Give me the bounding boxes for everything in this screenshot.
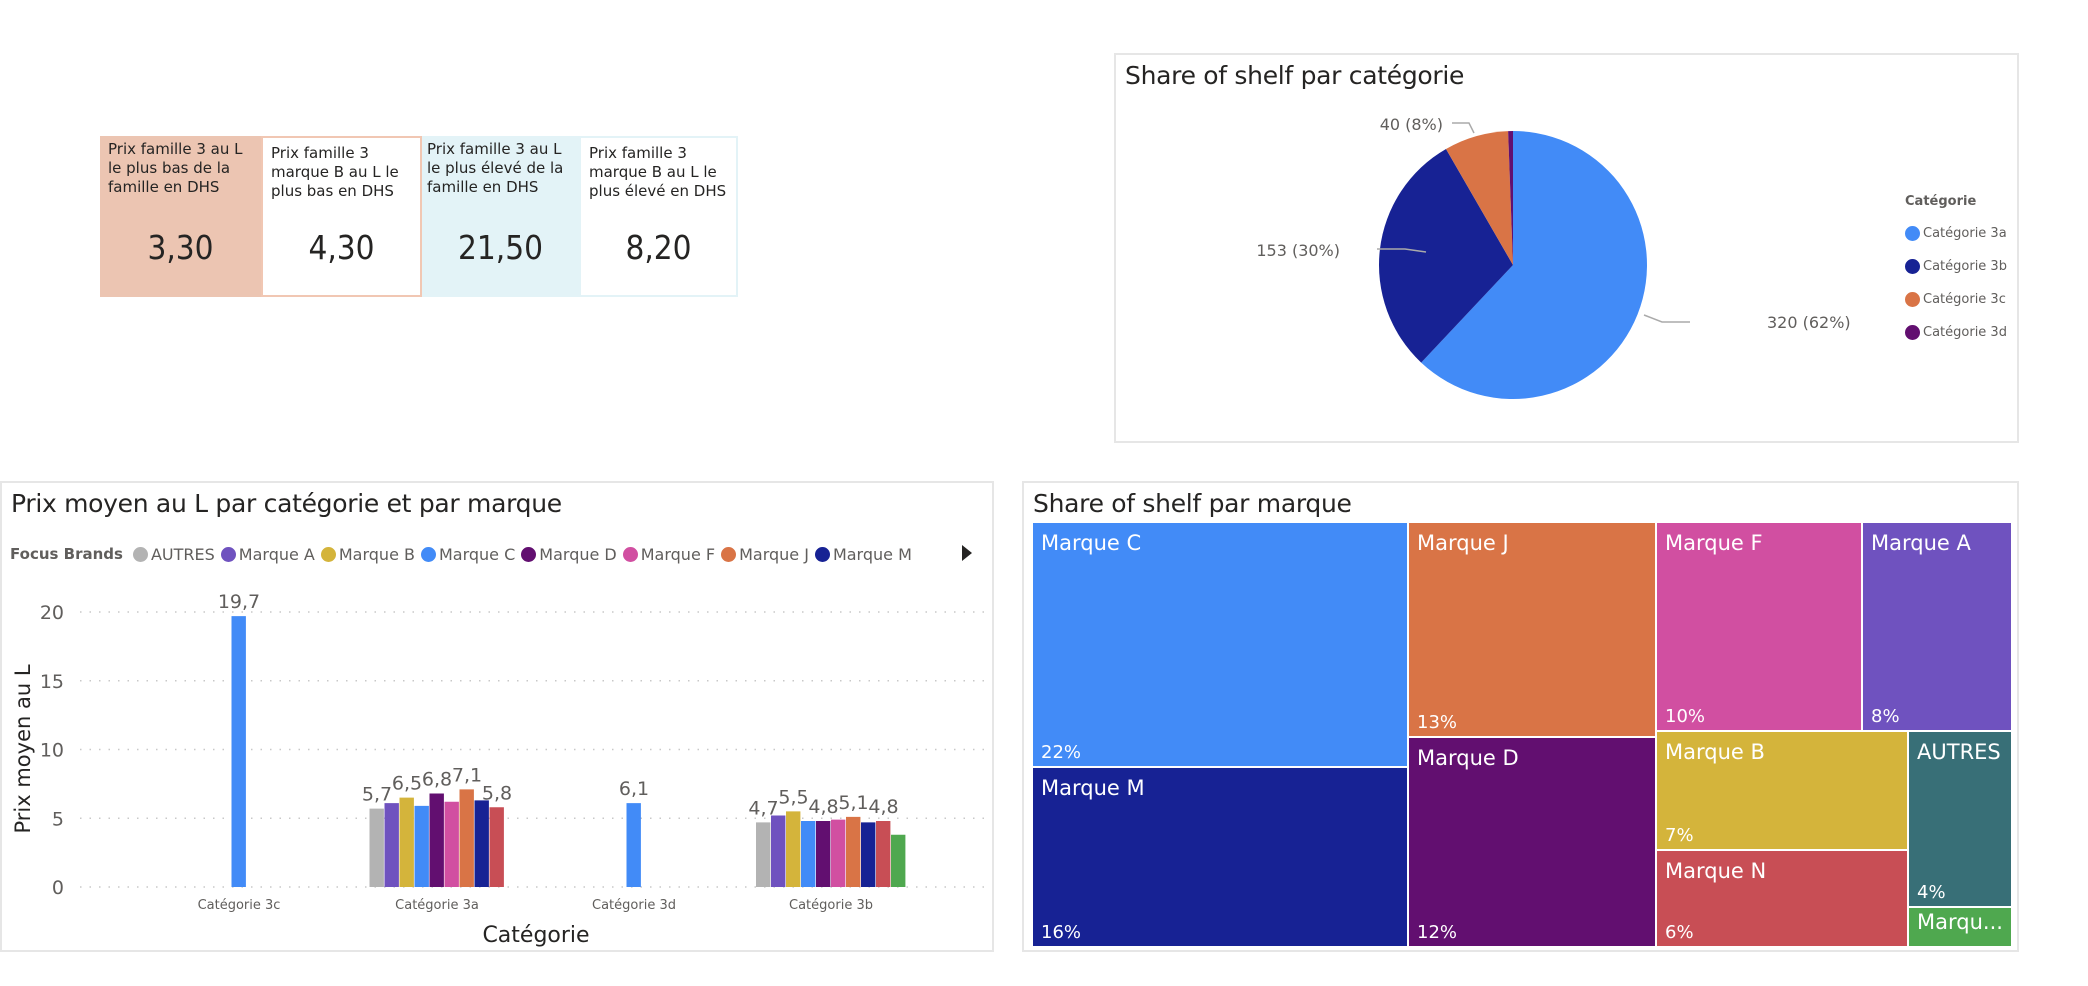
treemap-tile-name: Marque J: [1417, 531, 1509, 555]
legend-item[interactable]: AUTRES: [132, 544, 215, 564]
treemap-tile-name: Marque N: [1665, 859, 1767, 883]
legend-item[interactable]: Marque C: [420, 544, 516, 564]
legend-dot-icon: [1905, 226, 1920, 241]
treemap-tile[interactable]: Marque A 8%: [1863, 523, 2011, 730]
legend-dot-icon: [721, 546, 737, 562]
legend-item[interactable]: Marque J: [721, 545, 809, 564]
bar-chart-panel[interactable]: Prix moyen au L par catégorie et par mar…: [0, 481, 994, 952]
legend-label: Catégorie 3b: [1923, 259, 2007, 274]
legend-dot-icon: [1905, 259, 1920, 274]
bar-legend: Focus Brands AUTRES Marque A Marque B Marqu…: [10, 542, 918, 566]
pie-legend-item[interactable]: Catégorie 3a: [1905, 217, 2007, 250]
treemap-tile-percent: 22%: [1041, 742, 1082, 763]
kpi-value: 21,50: [458, 228, 543, 267]
legend-next-button[interactable]: [962, 545, 972, 561]
kpi-card: Prix famille 3 au L le plus élevé de la …: [422, 136, 579, 297]
legend-label: Marque F: [640, 544, 716, 564]
treemap-tile-name: Marque D: [1417, 746, 1519, 770]
treemap-tile[interactable]: AUTRES 4%: [1909, 732, 2011, 906]
kpi-card: Prix famille 3 marque B au L le plus bas…: [261, 136, 422, 297]
legend-label: Marque M: [832, 544, 912, 564]
treemap-tile-name: Marque M: [1041, 776, 1145, 800]
treemap-title: Share of shelf par marque: [1033, 489, 1352, 518]
kpi-label: Prix famille 3 marque B au L le plus bas…: [271, 144, 399, 200]
treemap-tile-percent: 7%: [1665, 825, 1694, 846]
treemap-tile-name: Marque B: [1665, 740, 1765, 764]
treemap-tile[interactable]: Marque M 16%: [1033, 768, 1407, 946]
pie-chart-title: Share of shelf par catégorie: [1125, 61, 1465, 90]
legend-dot-icon: [1905, 292, 1920, 307]
treemap-tile[interactable]: Marque B 7%: [1657, 732, 1907, 849]
treemap-tile-name: AUTRES: [1917, 740, 2001, 764]
legend-dot-icon: [1905, 325, 1920, 340]
legend-dot-icon: [320, 546, 336, 562]
pie-legend-item[interactable]: Catégorie 3b: [1905, 250, 2007, 283]
treemap-tile-percent: 6%: [1665, 922, 1694, 943]
kpi-card: Prix famille 3 marque B au L le plus éle…: [579, 136, 738, 297]
legend-dot-icon: [220, 546, 236, 562]
treemap-tile-percent: 4%: [1917, 882, 1946, 903]
treemap-tile-name: Marque C: [1041, 531, 1142, 555]
treemap-tile[interactable]: Marque F 10%: [1657, 523, 1861, 730]
treemap-tile-percent: 16%: [1041, 922, 1082, 943]
kpi-label: Prix famille 3 marque B au L le plus éle…: [589, 144, 727, 200]
legend-item[interactable]: Marque D: [521, 544, 617, 564]
treemap-tile[interactable]: Marque D 12%: [1409, 738, 1655, 946]
legend-dot-icon: [622, 546, 638, 562]
legend-label: Marque B: [338, 544, 415, 564]
kpi-value: 4,30: [308, 228, 375, 267]
treemap-tile-percent: 8%: [1871, 706, 1900, 727]
bar-chart-title: Prix moyen au L par catégorie et par mar…: [11, 489, 562, 518]
legend-dot-icon: [521, 546, 537, 562]
kpi-value: 8,20: [625, 228, 692, 267]
kpi-label: Prix famille 3 au L le plus élevé de la …: [427, 140, 564, 196]
kpi-card: Prix famille 3 au L le plus bas de la fa…: [100, 136, 261, 297]
pie-legend: Catégorie Catégorie 3a Catégorie 3b Catégo…: [1905, 194, 2007, 349]
treemap-tile[interactable]: Marque N 6%: [1657, 851, 1907, 946]
treemap-tile-percent: 13%: [1417, 712, 1458, 733]
legend-item[interactable]: Marque F: [622, 544, 716, 564]
legend-label: Catégorie 3c: [1923, 292, 2006, 307]
treemap-tile[interactable]: Marque J 13%: [1409, 523, 1655, 736]
pie-legend-item[interactable]: Catégorie 3c: [1905, 283, 2007, 316]
treemap-tile[interactable]: Marque C 22%: [1033, 523, 1407, 766]
legend-label: Marque A: [238, 544, 315, 564]
legend-dot-icon: [132, 546, 148, 562]
legend-label: Catégorie 3a: [1923, 226, 2007, 241]
legend-label: Marque C: [438, 544, 516, 564]
pie-chart-panel[interactable]: Share of shelf par catégorie: [1114, 53, 2019, 443]
legend-title: Focus Brands: [10, 545, 123, 563]
kpi-label: Prix famille 3 au L le plus bas de la fa…: [108, 140, 243, 196]
legend-item[interactable]: Marque A: [220, 544, 315, 564]
treemap-tile[interactable]: Marqu...: [1909, 908, 2011, 946]
pie-legend-title: Catégorie: [1905, 194, 1977, 209]
legend-item[interactable]: Marque B: [320, 544, 415, 564]
treemap-tile-name: Marque A: [1871, 531, 1971, 555]
legend-label: AUTRES: [150, 544, 215, 564]
kpi-value: 3,30: [147, 228, 214, 267]
treemap-tile-name: Marqu...: [1917, 910, 2003, 934]
legend-label: Catégorie 3d: [1923, 325, 2007, 340]
legend-label: Marque J: [739, 544, 809, 564]
legend-item[interactable]: Marque M: [814, 544, 912, 564]
legend-dot-icon: [814, 546, 830, 562]
pie-legend-item[interactable]: Catégorie 3d: [1905, 316, 2007, 349]
treemap-tile-percent: 10%: [1665, 706, 1706, 727]
legend-dot-icon: [420, 546, 436, 562]
treemap-tile-percent: 12%: [1417, 922, 1458, 943]
treemap-tile-name: Marque F: [1665, 531, 1763, 555]
legend-label: Marque D: [539, 544, 617, 564]
